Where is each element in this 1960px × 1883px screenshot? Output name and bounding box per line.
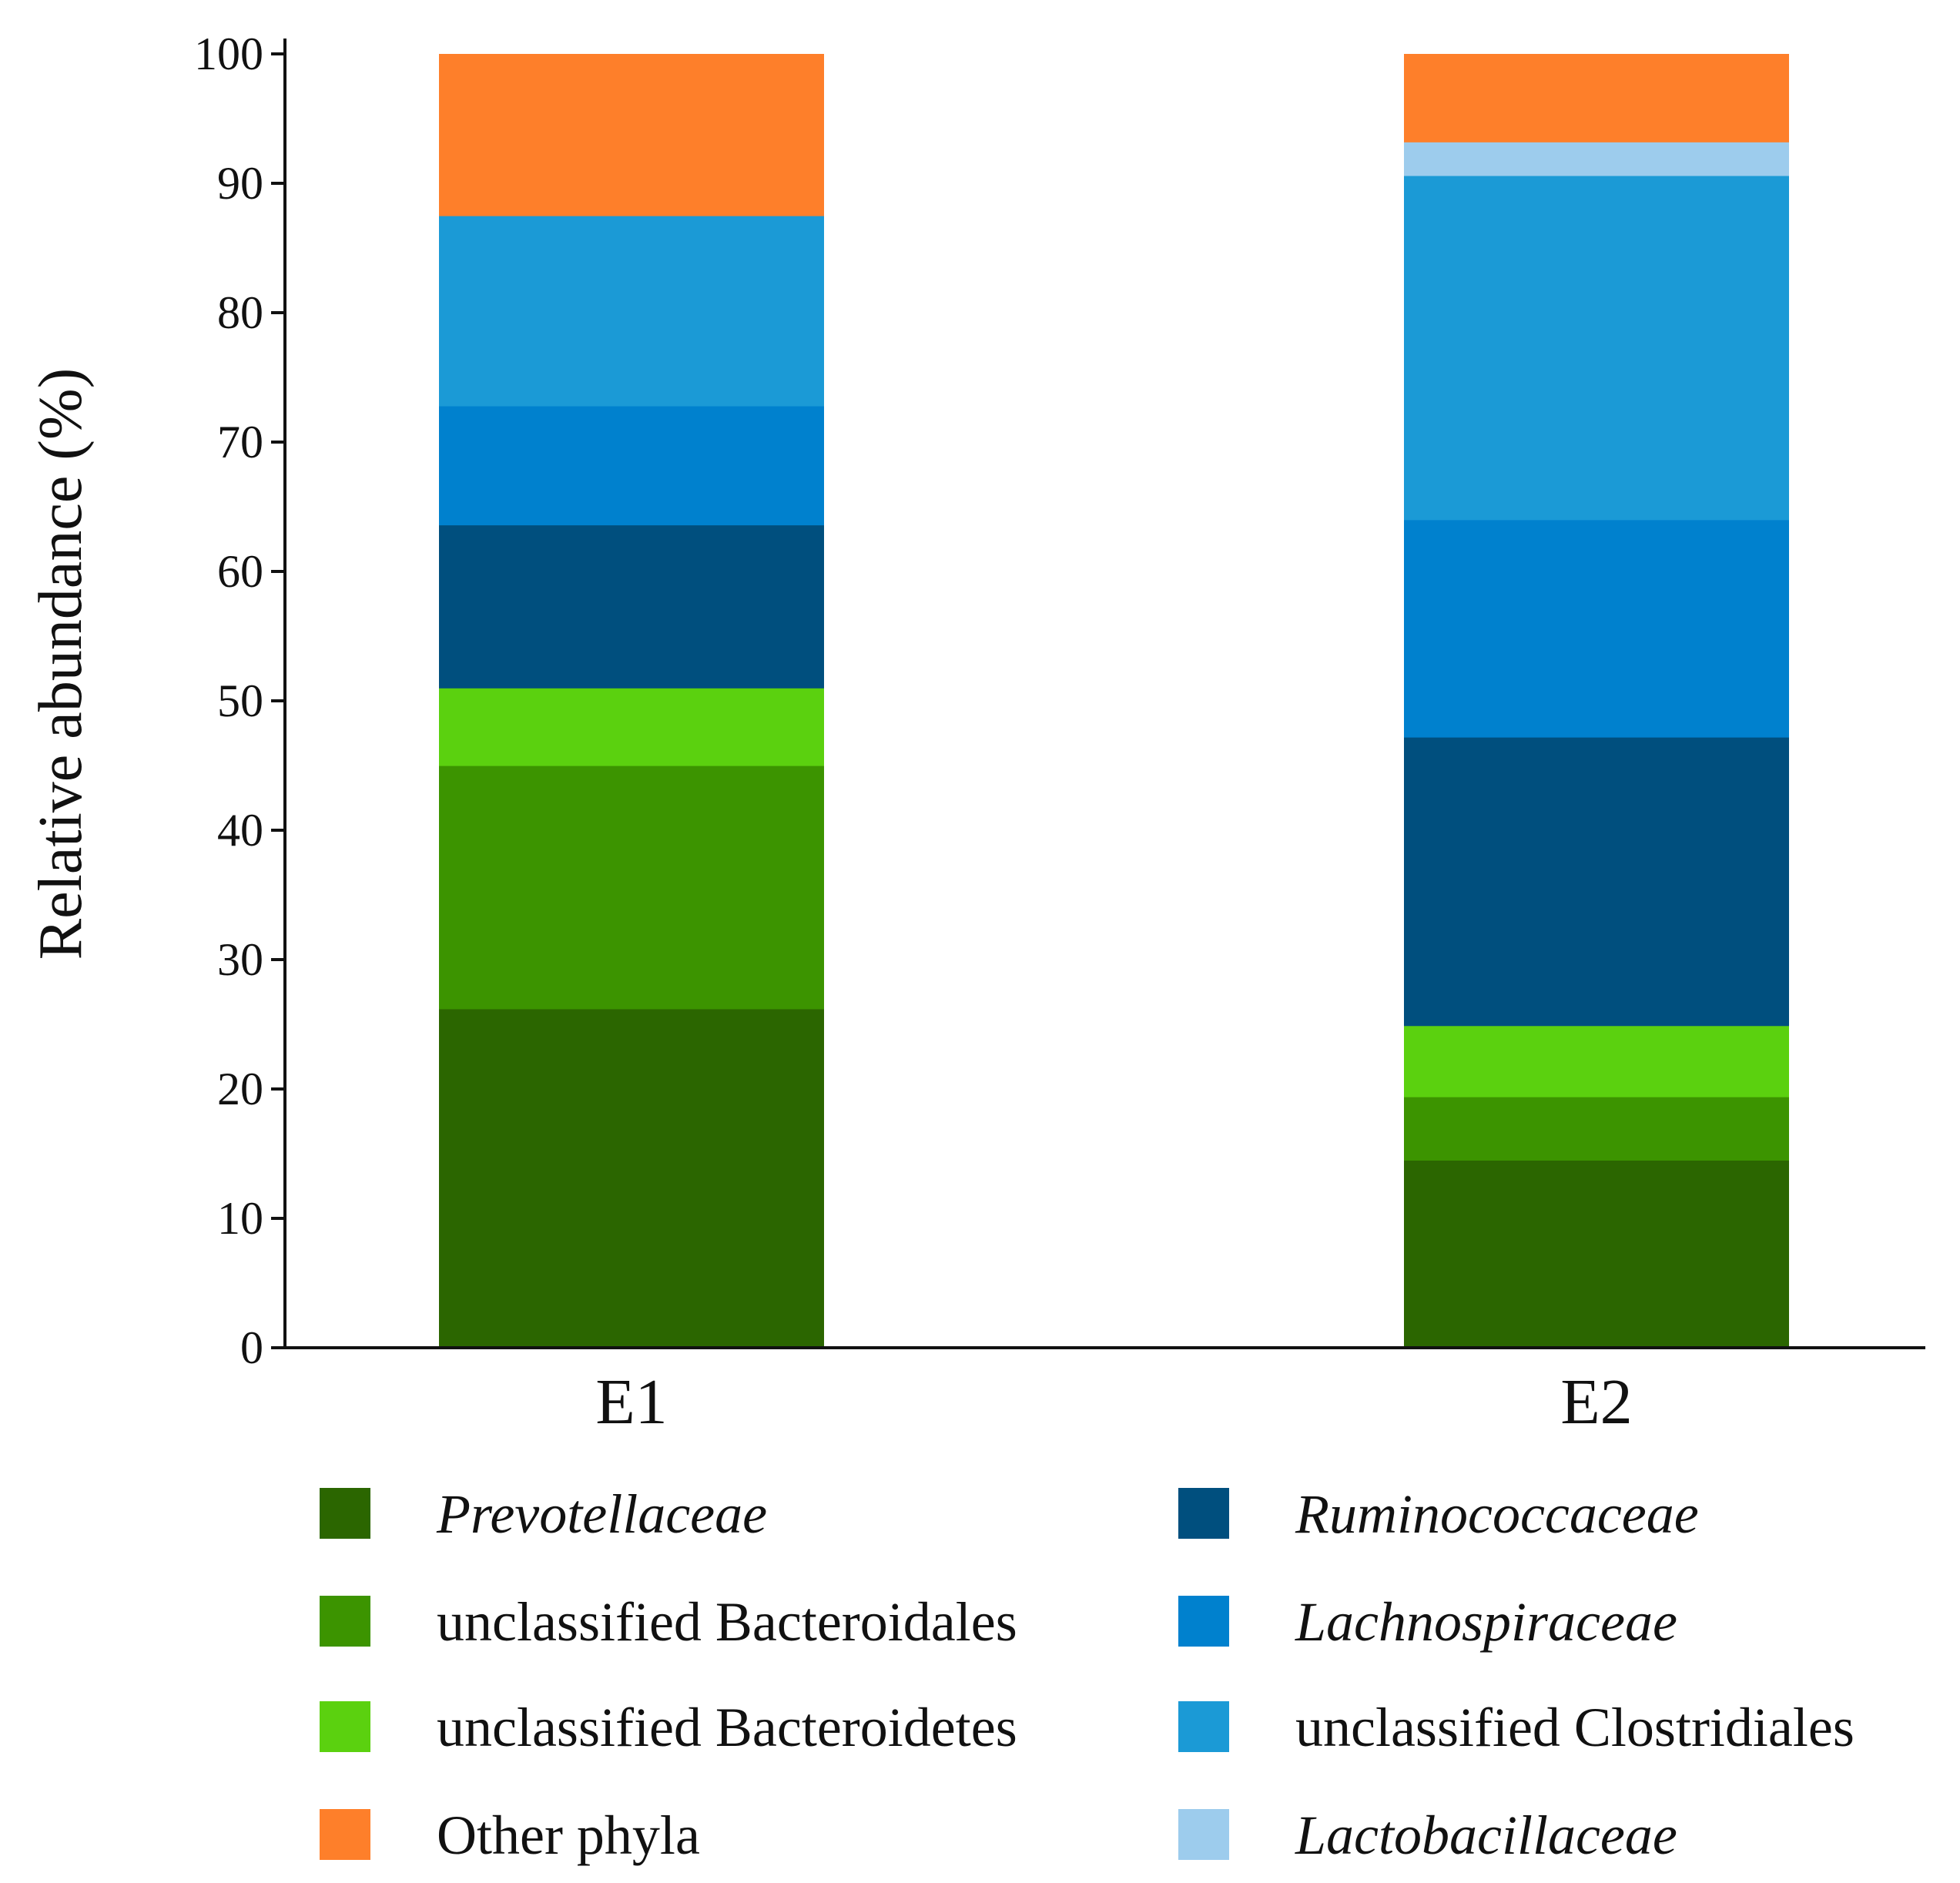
x-category-labels: E1 E2	[595, 1366, 1632, 1438]
bar-segment-e1-other-phyla	[439, 54, 824, 216]
legend-label: Prevotellaceae	[436, 1483, 767, 1545]
axes-layer	[283, 39, 1925, 1349]
bar-segment-e2-prevotellaceae	[1404, 1160, 1789, 1349]
legend-swatch	[320, 1596, 370, 1647]
y-axis-label: Relative abundance (%)	[27, 368, 95, 960]
bar-segment-e1-lachnospiraceae	[439, 405, 824, 526]
bar-segment-e1-unclassified-clostridiales	[439, 216, 824, 407]
bar-segment-e1-unclassified-bacteroidales	[439, 766, 824, 1010]
legend-swatch	[1178, 1488, 1229, 1539]
bars-layer	[439, 54, 1789, 1349]
y-tick-label: 100	[194, 28, 263, 79]
legend-label: unclassified Bacteroidetes	[437, 1697, 1017, 1758]
bar-segment-e1-ruminococcaceae	[439, 524, 824, 689]
bar-segment-e2-unclassified-bacteroidetes	[1404, 1025, 1789, 1097]
y-tick-label: 70	[217, 417, 263, 467]
y-tick-label: 20	[217, 1064, 263, 1114]
legend-label: Ruminococcaceae	[1295, 1483, 1699, 1545]
bar-segment-e1-unclassified-bacteroidetes	[439, 688, 824, 766]
legend-swatch	[1178, 1809, 1229, 1860]
legend-label: unclassified Bacteroidales	[437, 1591, 1017, 1653]
y-tick-label: 90	[217, 158, 263, 209]
bar-segment-e2-unclassified-clostridiales	[1404, 175, 1789, 521]
y-tick-label: 80	[217, 287, 263, 338]
y-tick-label: 40	[217, 805, 263, 856]
y-ticks: 0 10 20 30 40 50 60 70 80 90 100	[194, 28, 285, 1373]
legend-swatch	[320, 1488, 370, 1539]
x-category-label: E1	[595, 1366, 667, 1438]
y-tick-label: 60	[217, 546, 263, 597]
legend-swatch	[320, 1701, 370, 1752]
bar-segment-e1-prevotellaceae	[439, 1008, 824, 1349]
bar-segment-e2-lachnospiraceae	[1404, 519, 1789, 738]
y-tick-label: 30	[217, 934, 263, 985]
y-tick-label: 50	[217, 675, 263, 726]
bar-segment-e2-other-phyla	[1404, 54, 1789, 142]
bar-segment-e2-ruminococcaceae	[1404, 737, 1789, 1027]
x-category-label: E2	[1560, 1366, 1632, 1438]
legend-label: Other phyla	[437, 1804, 700, 1866]
bar-segment-e2-unclassified-bacteroidales	[1404, 1097, 1789, 1161]
legend-label: Lachnospiraceae	[1295, 1591, 1677, 1653]
y-tick-label: 10	[217, 1193, 263, 1244]
legend-label: Lactobacillaceae	[1295, 1804, 1677, 1866]
legend-label: unclassified Clostridiales	[1295, 1697, 1854, 1758]
legend-swatch	[1178, 1596, 1229, 1647]
legend-swatch	[320, 1809, 370, 1860]
bar-segment-e2-lactobacillaceae	[1404, 142, 1789, 176]
y-tick-label: 0	[240, 1322, 263, 1373]
legend-swatch	[1178, 1701, 1229, 1752]
legend: Prevotellaceae Ruminococcaceae unclassifie…	[320, 1483, 1854, 1866]
